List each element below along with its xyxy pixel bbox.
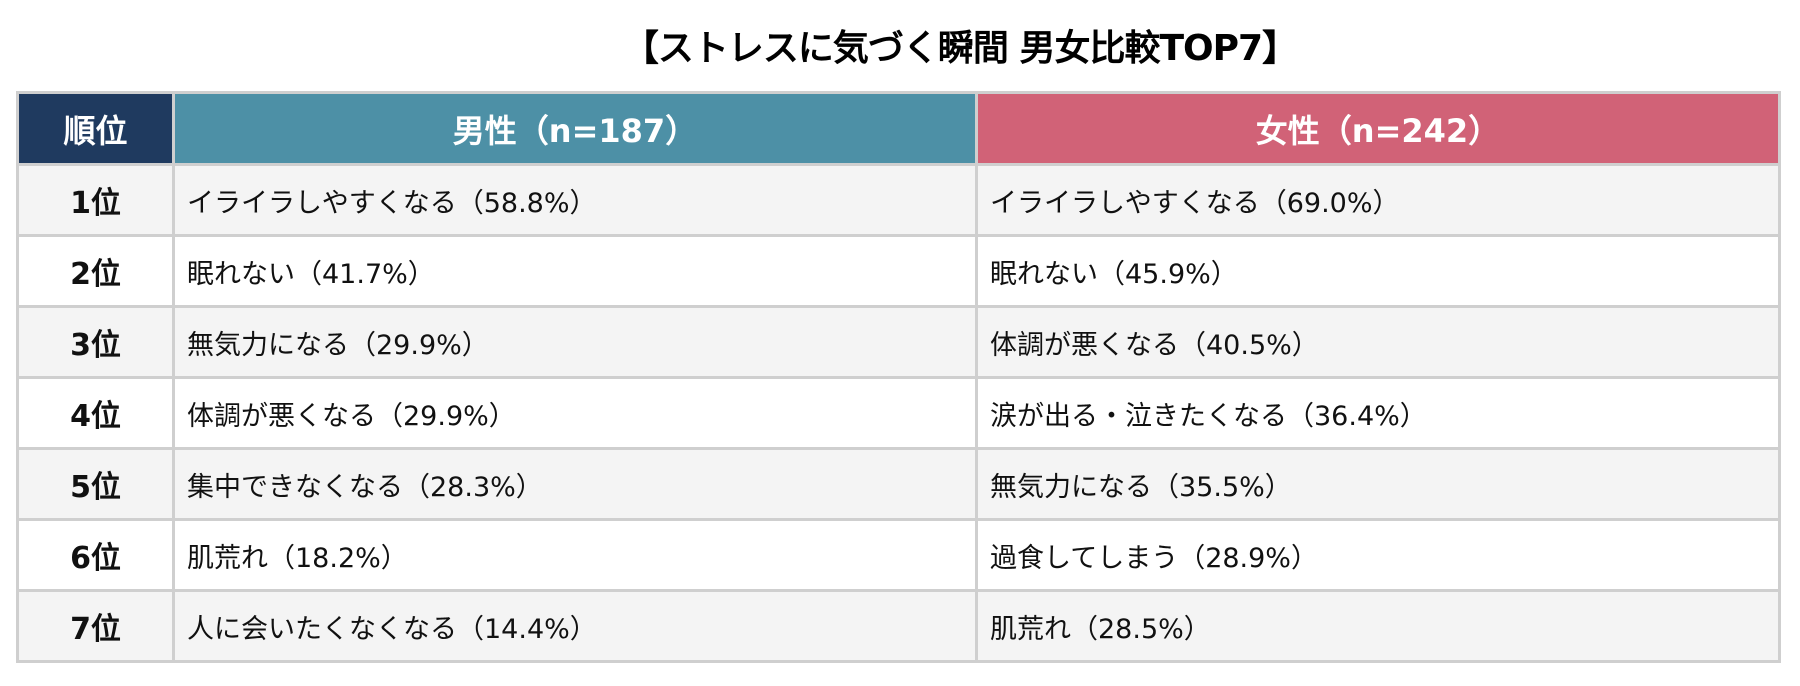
- female-cell: イライラしやすくなる（69.0%）: [975, 163, 1781, 237]
- table-row: 7位 人に会いたくなくなる（14.4%） 肌荒れ（28.5%）: [16, 589, 1781, 663]
- male-cell: 人に会いたくなくなる（14.4%）: [172, 589, 978, 663]
- rank-cell: 4位: [16, 376, 175, 450]
- male-cell: 肌荒れ（18.2%）: [172, 518, 978, 592]
- female-cell: 肌荒れ（28.5%）: [975, 589, 1781, 663]
- header-female: 女性（n=242）: [975, 91, 1781, 166]
- table-row: 2位 眠れない（41.7%） 眠れない（45.9%）: [16, 234, 1781, 308]
- male-cell: 体調が悪くなる（29.9%）: [172, 376, 978, 450]
- male-cell: 無気力になる（29.9%）: [172, 305, 978, 379]
- male-cell: 眠れない（41.7%）: [172, 234, 978, 308]
- female-cell: 涙が出る・泣きたくなる（36.4%）: [975, 376, 1781, 450]
- female-cell: 体調が悪くなる（40.5%）: [975, 305, 1781, 379]
- table-row: 3位 無気力になる（29.9%） 体調が悪くなる（40.5%）: [16, 305, 1781, 379]
- table-row: 4位 体調が悪くなる（29.9%） 涙が出る・泣きたくなる（36.4%）: [16, 376, 1781, 450]
- male-cell: イライラしやすくなる（58.8%）: [172, 163, 978, 237]
- table-header-row: 順位 男性（n=187） 女性（n=242）: [16, 91, 1781, 166]
- rank-cell: 1位: [16, 163, 175, 237]
- table-row: 5位 集中できなくなる（28.3%） 無気力になる（35.5%）: [16, 447, 1781, 521]
- rank-cell: 3位: [16, 305, 175, 379]
- rank-cell: 7位: [16, 589, 175, 663]
- header-male: 男性（n=187）: [172, 91, 978, 166]
- male-cell: 集中できなくなる（28.3%）: [172, 447, 978, 521]
- header-rank: 順位: [16, 91, 175, 166]
- female-cell: 眠れない（45.9%）: [975, 234, 1781, 308]
- rank-cell: 2位: [16, 234, 175, 308]
- female-cell: 無気力になる（35.5%）: [975, 447, 1781, 521]
- table-row: 1位 イライラしやすくなる（58.8%） イライラしやすくなる（69.0%）: [16, 163, 1781, 237]
- ranking-table: 順位 男性（n=187） 女性（n=242） 1位 イライラしやすくなる（58.…: [16, 91, 1781, 663]
- rank-cell: 5位: [16, 447, 175, 521]
- rank-cell: 6位: [16, 518, 175, 592]
- table-row: 6位 肌荒れ（18.2%） 過食してしまう（28.9%）: [16, 518, 1781, 592]
- page-title: 【ストレスに気づく瞬間 男女比較TOP7】: [622, 28, 1298, 69]
- female-cell: 過食してしまう（28.9%）: [975, 518, 1781, 592]
